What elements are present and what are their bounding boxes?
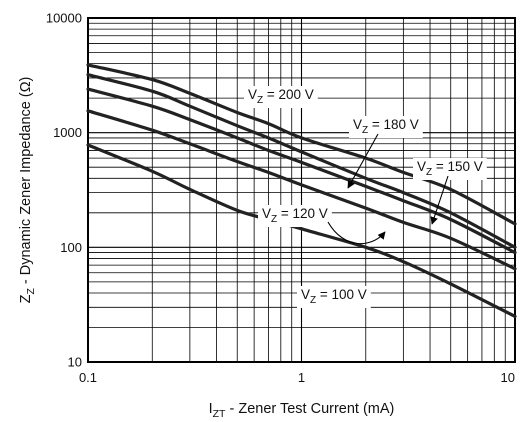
curve-label-background xyxy=(297,286,371,308)
curve-label-main: V xyxy=(417,159,426,174)
curve-label-main: V xyxy=(301,287,310,302)
curve-label-rest: = 150 V xyxy=(432,159,483,174)
x-tick-labels: 0.1 1 10 xyxy=(79,370,515,385)
plot-frame xyxy=(87,17,516,363)
y-tick-label: 100 xyxy=(60,240,82,255)
curve-label-leader xyxy=(327,221,386,245)
curve-label-leader xyxy=(430,175,449,225)
curve-label-main: V xyxy=(353,117,362,132)
x-axis-title-sub: ZT xyxy=(213,408,226,420)
y-axis-title-rest: - Dynamic Zener Impedance (Ω) xyxy=(18,77,34,289)
y-axis-title: ZZ - Dynamic Zener Impedance (Ω) xyxy=(18,77,37,304)
curve-label-text: VZ = 120 V xyxy=(262,206,328,225)
series-line-150v xyxy=(86,87,517,255)
y-axis-title-main: Z xyxy=(18,294,34,303)
y-tick-label: 10000 xyxy=(46,11,82,26)
curve-label-background xyxy=(258,205,332,227)
curve-label-sub: Z xyxy=(271,214,277,225)
curve-label-sub: Z xyxy=(310,295,316,306)
curve-label-rest: = 100 V xyxy=(316,287,367,302)
x-tick-label: 10 xyxy=(501,370,515,385)
curve-label-rest: = 180 V xyxy=(368,117,419,132)
curve-label-background xyxy=(413,158,487,180)
curve-label-120v: VZ = 120 V xyxy=(258,205,386,245)
curve-label-background xyxy=(349,116,423,138)
y-axis-title-sub: Z xyxy=(25,288,37,295)
x-axis-title-main: I xyxy=(209,401,213,417)
curve-label-text: VZ = 100 V xyxy=(301,287,367,306)
curve-label-rest: = 200 V xyxy=(263,87,314,102)
x-axis-title: IZT - Zener Test Current (mA) xyxy=(209,401,395,420)
curve-label-sub: Z xyxy=(362,125,368,136)
curve-label-leader xyxy=(347,133,379,189)
y-tick-label: 1000 xyxy=(53,125,82,140)
curve-label-text: VZ = 150 V xyxy=(417,159,483,178)
curve-label-text: VZ = 180 V xyxy=(353,117,419,136)
y-tick-label: 10 xyxy=(68,355,82,370)
series-layer xyxy=(86,63,517,318)
curve-label-150v: VZ = 150 V xyxy=(413,158,487,225)
curve-label-main: V xyxy=(262,206,271,221)
series-line-180v xyxy=(86,73,517,249)
curve-label-background xyxy=(244,86,318,108)
curve-label-sub: Z xyxy=(257,95,263,106)
x-tick-label: 1 xyxy=(298,370,305,385)
curve-label-200v: VZ = 200 V xyxy=(244,86,318,108)
series-line-200v xyxy=(86,63,517,226)
annotation-layer: VZ = 200 VVZ = 180 VVZ = 150 VVZ = 120 V… xyxy=(244,86,487,308)
curve-label-180v: VZ = 180 V xyxy=(347,116,423,189)
x-tick-label: 0.1 xyxy=(79,370,97,385)
series-line-120v xyxy=(86,109,517,271)
y-tick-labels: 10 100 1000 10000 xyxy=(46,11,82,370)
x-axis-title-rest: - Zener Test Current (mA) xyxy=(225,401,394,417)
curve-label-text: VZ = 200 V xyxy=(248,87,314,106)
curve-label-rest: = 120 V xyxy=(277,206,328,221)
curve-label-sub: Z xyxy=(426,167,432,178)
curve-label-100v: VZ = 100 V xyxy=(297,286,371,308)
curve-label-main: V xyxy=(248,87,257,102)
